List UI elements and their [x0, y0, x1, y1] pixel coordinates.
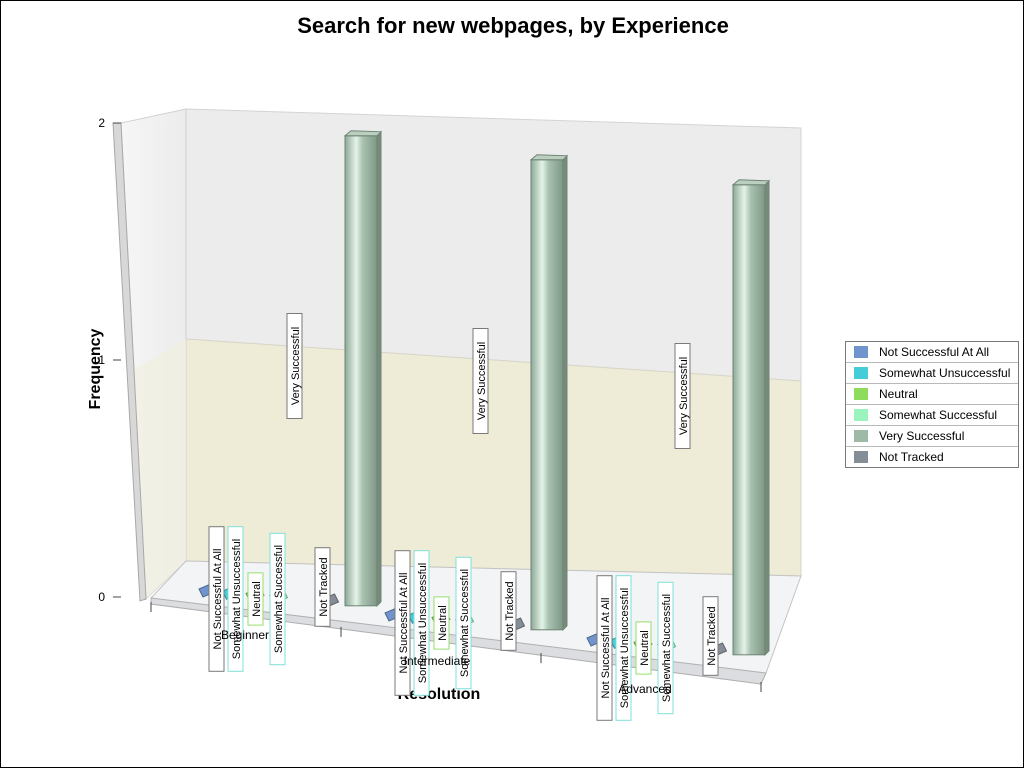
data-label-1-0: Not Successful At All [394, 550, 411, 696]
svg-text:Neutral: Neutral [639, 630, 651, 665]
svg-text:Neutral: Neutral [251, 581, 263, 616]
data-label-0-0: Not Successful At All [208, 526, 225, 672]
svg-text:Very Successful: Very Successful [678, 357, 690, 435]
x-tick-label-0: Beginner [221, 628, 269, 642]
legend-label: Very Successful [879, 429, 965, 443]
svg-text:Somewhat Successful: Somewhat Successful [661, 594, 673, 702]
data-label-0-3: Somewhat Successful [269, 532, 286, 666]
legend-item: Very Successful [846, 426, 1018, 447]
legend-label: Neutral [879, 387, 918, 401]
legend-swatch [854, 409, 868, 421]
svg-text:Neutral: Neutral [437, 605, 449, 640]
svg-text:Somewhat Unsuccessful: Somewhat Unsuccessful [417, 563, 429, 683]
legend-item: Somewhat Unsuccessful [846, 363, 1018, 384]
svg-text:Not Tracked: Not Tracked [706, 606, 718, 665]
data-label-2-4: Very Successful [674, 343, 691, 449]
y-tick-label-1: 1 [98, 353, 105, 367]
legend-item: Not Successful At All [846, 342, 1018, 363]
data-label-1-4: Very Successful [472, 328, 489, 434]
svg-text:Not Successful At All: Not Successful At All [600, 598, 612, 699]
svg-text:Somewhat Successful: Somewhat Successful [273, 545, 285, 653]
legend-label: Somewhat Successful [879, 408, 998, 422]
bar-0-4 [344, 135, 378, 607]
svg-text:Not Tracked: Not Tracked [504, 581, 516, 640]
data-label-2-3: Somewhat Successful [657, 581, 674, 715]
data-label-1-2: Neutral [433, 596, 450, 650]
data-label-1-1: Somewhat Unsuccessful [413, 550, 430, 696]
x-tick-label-1: Intermediate [404, 654, 471, 668]
svg-text:Not Successful At All: Not Successful At All [398, 573, 410, 674]
data-label-1-5: Not Tracked [500, 571, 517, 651]
y-tick-label-2: 2 [98, 116, 105, 130]
data-label-1-3: Somewhat Successful [455, 556, 472, 690]
legend-label: Not Tracked [879, 450, 944, 464]
legend-swatch [854, 346, 868, 358]
legend-item: Neutral [846, 384, 1018, 405]
chart-title: Search for new webpages, by Experience [297, 13, 729, 38]
data-label-2-5: Not Tracked [702, 596, 719, 676]
legend-swatch [854, 367, 868, 379]
data-label-2-1: Somewhat Unsuccessful [615, 575, 632, 721]
legend-label: Not Successful At All [879, 345, 990, 359]
legend-swatch [854, 430, 868, 442]
svg-text:Very Successful: Very Successful [290, 327, 302, 405]
legend-swatch [854, 451, 868, 463]
svg-text:Somewhat Successful: Somewhat Successful [459, 569, 471, 677]
data-label-0-5: Not Tracked [314, 547, 331, 627]
svg-text:Not Tracked: Not Tracked [318, 557, 330, 616]
data-label-0-2: Neutral [247, 572, 264, 626]
svg-text:Very Successful: Very Successful [476, 342, 488, 420]
bar-1-4 [530, 159, 564, 631]
legend-item: Somewhat Successful [846, 405, 1018, 426]
y-axis-label: Frequency [87, 328, 104, 409]
data-label-2-0: Not Successful At All [596, 575, 613, 721]
legend: Not Successful At All Somewhat Unsuccessf… [845, 341, 1019, 468]
legend-swatch [854, 388, 868, 400]
bar-2-4 [732, 184, 766, 656]
legend-label: Somewhat Unsuccessful [879, 366, 1011, 380]
legend-item: Not Tracked [846, 447, 1018, 467]
svg-text:Somewhat Unsuccessful: Somewhat Unsuccessful [619, 588, 631, 708]
svg-text:Somewhat Unsuccessful: Somewhat Unsuccessful [231, 539, 243, 659]
x-tick-label-2: Advanced [618, 682, 671, 696]
data-label-0-4: Very Successful [286, 313, 303, 419]
data-label-0-1: Somewhat Unsuccessful [227, 526, 244, 672]
y-tick-label-0: 0 [98, 590, 105, 604]
data-label-2-2: Neutral [635, 621, 652, 675]
svg-text:Not Successful At All: Not Successful At All [212, 549, 224, 650]
